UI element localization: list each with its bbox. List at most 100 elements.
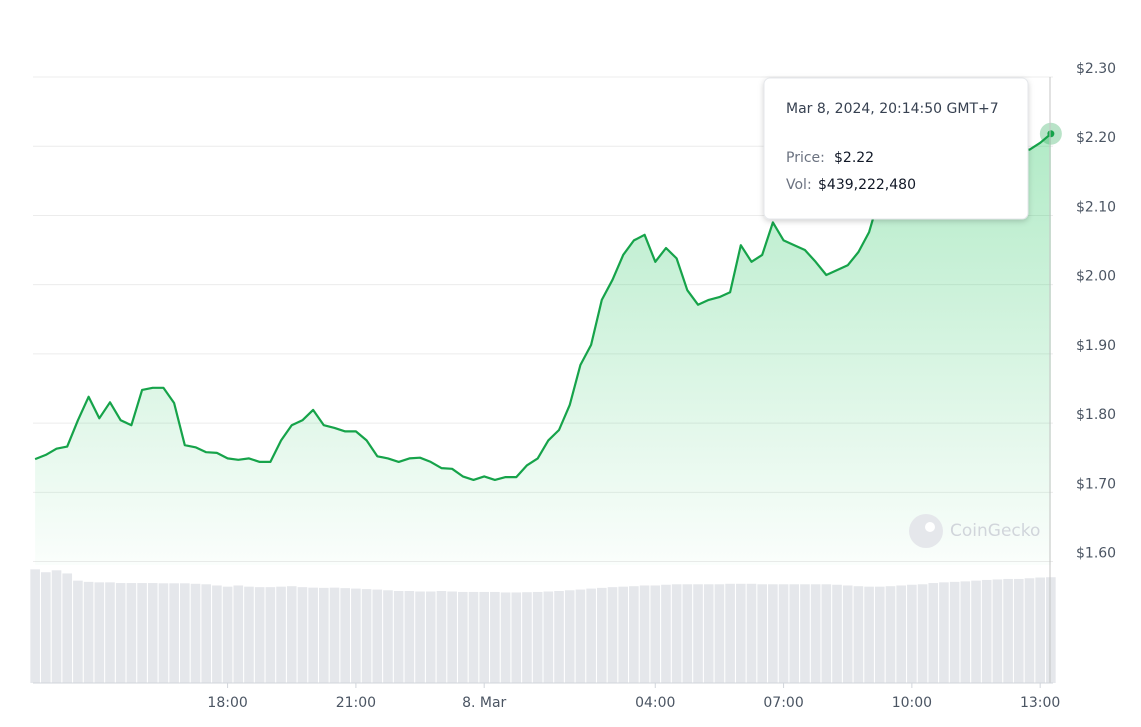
volume-bar [500, 592, 511, 683]
volume-bar [778, 584, 789, 683]
volume-bar [83, 581, 94, 683]
volume-bar [703, 584, 714, 683]
volume-bar [1046, 577, 1056, 683]
y-tick-label: $1.80 [1076, 407, 1116, 423]
axes: $1.60 $1.70 $1.80 $1.90 $2.00 $2.10 $2.20 $2.30… [33, 61, 1116, 711]
watermark: CoinGecko [909, 514, 1040, 548]
volume-bar [1035, 577, 1045, 683]
volume-bar [575, 589, 586, 683]
volume-bar [661, 584, 671, 683]
x-tick-label: 21:00 [336, 695, 376, 711]
volume-bar [457, 591, 468, 683]
volume-bar [853, 586, 864, 683]
volume-bar [361, 589, 372, 683]
volume-bar [244, 586, 254, 683]
volume-bar [329, 587, 340, 683]
volume-bar [618, 586, 629, 683]
volume-bar [639, 585, 650, 683]
volume-bar [115, 583, 126, 683]
volume-bar [832, 584, 842, 683]
volume-bar [810, 584, 821, 683]
volume-bar [254, 587, 265, 683]
volume-bar [532, 591, 543, 683]
volume-bar [907, 584, 917, 683]
volume-bar [51, 570, 62, 683]
volume-bar [126, 583, 137, 683]
tooltip-price-label: Price: [786, 150, 825, 166]
price-area [35, 133, 1051, 566]
volume-bar [885, 586, 896, 683]
volume-bar [522, 592, 532, 683]
x-tick-label: 18:00 [207, 695, 247, 711]
volume-bar [62, 573, 73, 683]
y-tick-label: $2.10 [1076, 199, 1116, 215]
hover-point [1047, 130, 1055, 138]
volume-bar [265, 587, 276, 683]
volume-bar [511, 592, 522, 683]
volume-bar [212, 585, 222, 683]
volume-bar [650, 585, 661, 683]
volume-bar [842, 585, 853, 683]
volume-bar [596, 587, 607, 683]
tooltip: Mar 8, 2024, 20:14:50 GMT+7 Price: $2.22… [763, 77, 1029, 220]
volume-bar [554, 591, 564, 683]
volume-bar [415, 591, 425, 683]
volume-bar [1013, 578, 1024, 683]
volume-bar [671, 584, 682, 683]
volume-bar [1003, 578, 1013, 683]
volume-bar [821, 584, 832, 683]
volume-bar [105, 582, 115, 683]
volume-bar [757, 584, 767, 683]
volume-bar [201, 584, 212, 683]
volume-bar [137, 583, 147, 683]
y-tick-label: $1.70 [1076, 476, 1116, 492]
watermark-logo [909, 514, 943, 548]
volume-bar [425, 591, 436, 683]
volume-bar [586, 588, 596, 683]
watermark-logo-eye [925, 522, 935, 532]
volume-bar [41, 572, 51, 683]
volume-bar [383, 590, 393, 683]
volume-bar [629, 586, 639, 683]
volume-bar [158, 583, 169, 683]
volume-bar [564, 590, 575, 683]
volume-bar [693, 584, 703, 683]
volume-bar [233, 585, 244, 683]
volume-bar [286, 586, 297, 683]
y-tick-label: $1.90 [1076, 338, 1116, 354]
volume-bar [404, 591, 415, 683]
volume-bar [971, 580, 981, 683]
volume-bar [543, 591, 554, 683]
volume-bar [308, 587, 318, 683]
volume-bar [147, 583, 158, 683]
x-tick-label: 10:00 [892, 695, 932, 711]
volume-bar [479, 591, 490, 683]
x-tick-label: 8. Mar [462, 695, 506, 711]
volume-bar [917, 584, 928, 683]
volume-bar [864, 586, 874, 683]
volume-bar [874, 586, 885, 683]
volume-bar [928, 583, 939, 683]
tooltip-box [763, 77, 1029, 220]
volume-bar [340, 588, 351, 683]
volume-bar [297, 587, 308, 683]
volume-bar [682, 584, 693, 683]
volume-bar [468, 591, 479, 683]
x-tick-label: 07:00 [763, 695, 803, 711]
y-tick-label: $2.30 [1076, 61, 1116, 77]
volume-bar [393, 591, 404, 683]
volume-bar [222, 586, 233, 683]
volume-bars [30, 569, 1056, 683]
y-tick-label: $1.60 [1076, 546, 1116, 562]
volume-bar [169, 583, 179, 683]
tooltip-vol-label: Vol: [786, 177, 812, 193]
tooltip-price: $2.22 [834, 150, 874, 166]
volume-bar [73, 580, 83, 683]
volume-bar [490, 591, 500, 683]
volume-bar [800, 584, 810, 683]
y-tick-label: $2.20 [1076, 130, 1116, 146]
volume-bar [725, 583, 735, 683]
volume-bar [768, 584, 778, 683]
volume-bar [607, 587, 618, 683]
volume-bar [789, 584, 800, 683]
